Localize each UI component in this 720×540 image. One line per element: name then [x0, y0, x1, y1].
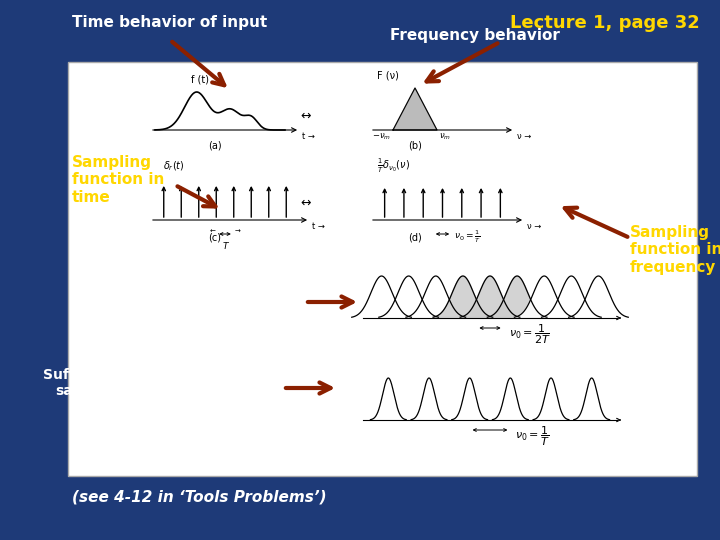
- Text: $\leftrightarrow$: $\leftrightarrow$: [298, 109, 312, 122]
- Polygon shape: [487, 276, 547, 317]
- Text: ν →: ν →: [527, 222, 541, 231]
- Text: $\frac{1}{T}\delta_{\nu_0}(\nu)$: $\frac{1}{T}\delta_{\nu_0}(\nu)$: [377, 157, 410, 175]
- Polygon shape: [411, 378, 447, 420]
- Text: f (t): f (t): [191, 74, 209, 84]
- Text: Sampling
function in
time: Sampling function in time: [72, 155, 164, 205]
- Text: $\nu_m$: $\nu_m$: [439, 132, 451, 143]
- Text: (d): (d): [408, 232, 422, 242]
- Polygon shape: [492, 378, 528, 420]
- Bar: [68, 62, 697, 476]
- Text: →: →: [235, 229, 241, 235]
- Text: (a): (a): [208, 140, 222, 150]
- Text: Time behavior of input: Time behavior of input: [72, 15, 267, 30]
- Polygon shape: [541, 276, 601, 317]
- Polygon shape: [460, 276, 520, 317]
- Polygon shape: [514, 276, 574, 317]
- Text: $\nu_0=\frac{1}{T}$: $\nu_0=\frac{1}{T}$: [454, 228, 481, 245]
- Polygon shape: [574, 378, 610, 420]
- Polygon shape: [569, 276, 629, 317]
- Text: F (ν): F (ν): [377, 70, 399, 80]
- Polygon shape: [406, 276, 466, 317]
- Polygon shape: [451, 378, 487, 420]
- Text: (c): (c): [209, 232, 222, 242]
- Text: $\leftrightarrow$: $\leftrightarrow$: [298, 195, 312, 208]
- Text: undersampled: undersampled: [100, 285, 212, 299]
- Text: (see 4-12 in ‘Tools Problems’): (see 4-12 in ‘Tools Problems’): [72, 490, 327, 505]
- Text: ←: ←: [209, 229, 215, 235]
- Polygon shape: [371, 378, 406, 420]
- Text: Sufficiently
sampled: Sufficiently sampled: [43, 368, 132, 398]
- Text: Lecture 1, page 32: Lecture 1, page 32: [510, 14, 700, 32]
- Text: T: T: [222, 242, 228, 251]
- Text: $-\nu_m$: $-\nu_m$: [372, 132, 391, 143]
- Text: $\nu_0=\dfrac{1}{T}$: $\nu_0=\dfrac{1}{T}$: [516, 425, 550, 449]
- Text: ν →: ν →: [517, 132, 531, 141]
- Polygon shape: [433, 276, 492, 317]
- Polygon shape: [352, 276, 411, 317]
- Polygon shape: [393, 88, 437, 130]
- Text: Sampling
function in
frequency: Sampling function in frequency: [630, 225, 720, 275]
- Text: t →: t →: [302, 132, 315, 141]
- Polygon shape: [533, 378, 569, 420]
- Text: $\nu_0=\dfrac{1}{2T}$: $\nu_0=\dfrac{1}{2T}$: [508, 323, 550, 347]
- Text: (b): (b): [408, 140, 422, 150]
- Text: t →: t →: [312, 222, 325, 231]
- Polygon shape: [379, 276, 438, 317]
- Text: Frequency behavior: Frequency behavior: [390, 28, 560, 43]
- Text: $\delta_r(t)$: $\delta_r(t)$: [163, 159, 184, 173]
